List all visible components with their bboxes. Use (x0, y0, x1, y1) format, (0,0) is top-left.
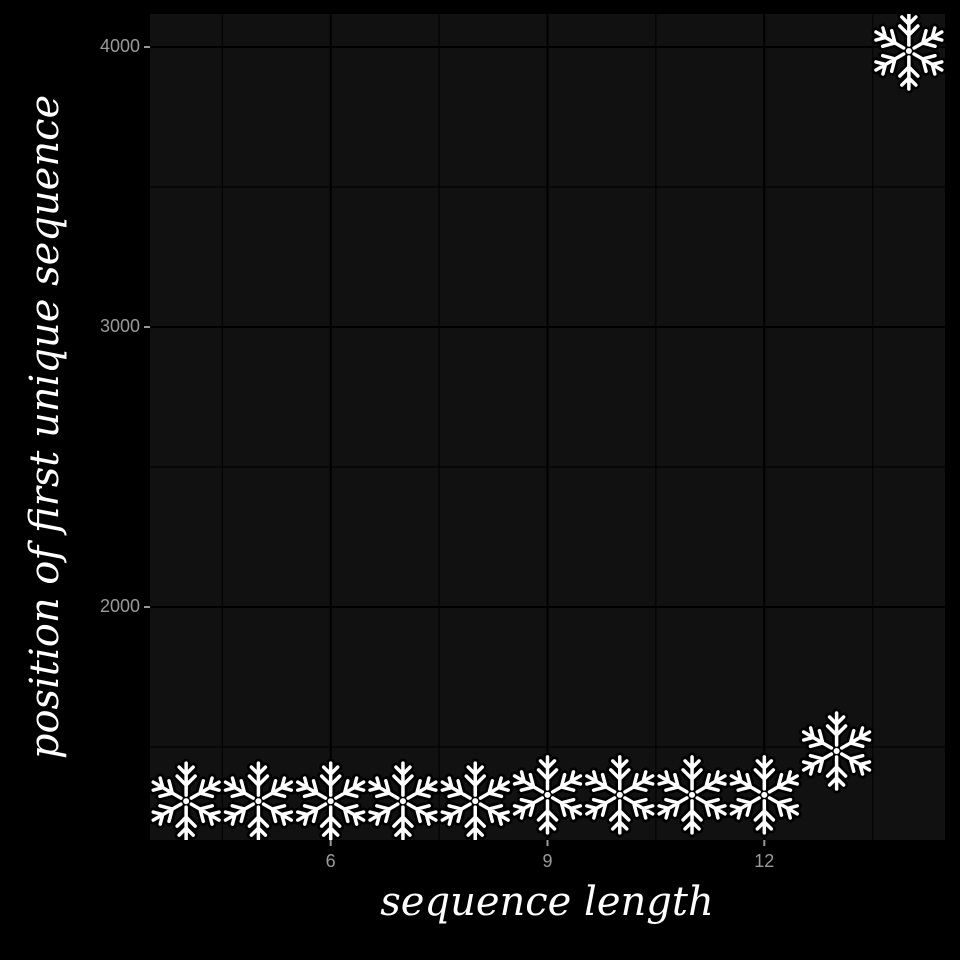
snowflake-marker (293, 758, 369, 840)
snowflake-marker (654, 752, 730, 838)
snowflake-center (544, 791, 551, 798)
y-axis-title: position of first unique sequence (22, 95, 68, 759)
snowflake-shape (440, 761, 510, 840)
snowflake-marker (510, 752, 585, 838)
snowflake-center (399, 798, 406, 805)
snowflake-marker (437, 758, 513, 840)
snowflake-shape (512, 755, 583, 835)
snowflake-shape (729, 755, 800, 835)
snowflake-center (616, 791, 623, 798)
snowflake-center (689, 791, 696, 798)
snowflake-shape (801, 711, 872, 791)
snowflake-center (327, 798, 334, 805)
snowflake-marker (799, 708, 875, 794)
snowflake-center (472, 798, 479, 805)
snowflake-marker (365, 758, 441, 840)
snowflake-marker (150, 758, 224, 840)
snowflake-center (255, 798, 262, 805)
snowflake-shape (874, 14, 944, 91)
snowflake-center (183, 798, 190, 805)
snowflake-marker (582, 752, 658, 838)
x-axis-title: sequence length (380, 879, 713, 925)
snowflake-center (905, 47, 912, 54)
snowflake-center (761, 791, 768, 798)
snowflake-marker (220, 758, 296, 840)
y-tick-label: 3000 (100, 316, 140, 336)
snowflake-shape (151, 761, 221, 840)
snowflake-shape (657, 755, 727, 835)
points (150, 14, 945, 840)
x-tick-label: 9 (542, 851, 552, 871)
snowflake-marker (871, 14, 945, 94)
snowflake-center (833, 747, 840, 754)
snowflake-shape (368, 761, 438, 840)
x-tick-label: 12 (754, 851, 774, 871)
snowflake-shape (295, 761, 366, 840)
x-tick-label: 6 (326, 851, 336, 871)
y-tick-label: 2000 (100, 596, 140, 616)
y-tick-label: 4000 (100, 36, 140, 56)
snowflake-shape (585, 755, 655, 835)
snowflake-marker (726, 752, 802, 838)
snowflake-shape (223, 761, 294, 840)
